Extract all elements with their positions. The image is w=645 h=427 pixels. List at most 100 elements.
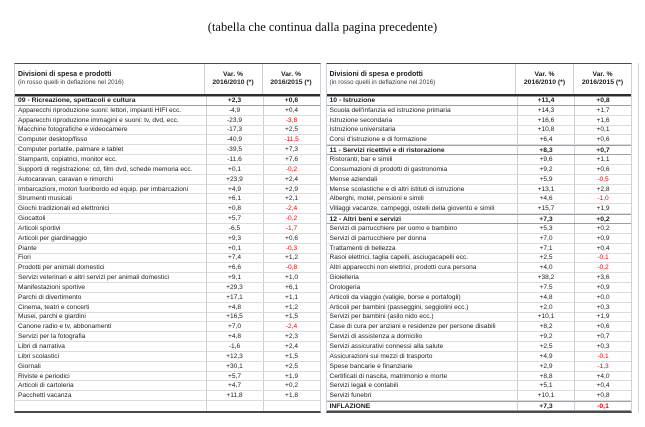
row-label: Articoli per giardinaggio (18, 234, 87, 242)
var-2016-2015: +1,9 (574, 204, 631, 214)
var-2016-2010: +7,0 (517, 233, 574, 243)
table-row: Piante +0,1 -0,3 (15, 243, 320, 254)
var-2016-2010: -4,9 (205, 105, 263, 115)
table-row: Articoli da viaggio (valigie, borse e po… (326, 292, 631, 303)
var-2016-2010: +8,3 (517, 146, 574, 155)
table-row: Libri di narrativa -1,6 +2,4 (15, 342, 320, 352)
page-edge-line (638, 63, 639, 413)
var-2016-2015: -0,1 (574, 253, 631, 263)
row-label: Altri apparecchi non elettrici, prodotti… (329, 264, 477, 272)
table-right: Divisioni di spesa e prodotti (in rosso … (325, 63, 632, 413)
var-2016-2010: +4,6 (517, 194, 574, 204)
table-left: Divisioni di spesa e prodotti (in rosso … (14, 63, 321, 413)
var-2016-2010: +14,3 (517, 105, 574, 115)
var-2016-2015: +1,5 (262, 351, 320, 361)
var-2016-2010: +7,1 (517, 243, 574, 253)
row-label: Servizi veterinari e altri servizi per a… (18, 274, 169, 282)
var-2016-2010: +4,9 (205, 184, 263, 194)
row-label (15, 401, 206, 411)
var-2016-2015: +0,8 (574, 391, 631, 401)
row-label: Musei, parchi e giardini (18, 313, 86, 321)
var-2016-2010: +9,2 (517, 164, 574, 174)
row-label: Servizi assicurativi connessi alla salut… (329, 343, 444, 351)
var-2016-2015: -0,3 (262, 243, 320, 253)
header-divisions-title: Divisioni di spesa e prodotti (18, 70, 112, 78)
var-2016-2010: +4,8 (205, 302, 263, 312)
var-2016-2010: +4,9 (517, 351, 574, 361)
var-2016-2010: +2,0 (517, 302, 574, 312)
var-2016-2010: +9,3 (205, 233, 263, 243)
var-2016-2015: +1,2 (262, 302, 320, 312)
table-row: Servizi per la fotografia +4,8 +2,3 (15, 332, 320, 343)
var-2016-2010: -23,9 (205, 115, 263, 125)
row-label: Articoli per bambini (passeggini, seggio… (329, 303, 469, 311)
var-2016-2010: +2,5 (517, 253, 574, 263)
row-label: Rasoi elettrici, taglia capelli, asciuga… (329, 254, 469, 262)
row-label: Servizi di parrucchiere per donna (329, 234, 427, 242)
var-2016-2015: +0,1 (574, 125, 631, 135)
var-2016-2015: +2,9 (262, 184, 320, 194)
var-2016-2010: -39,5 (205, 145, 263, 155)
var-2016-2010: +13,1 (517, 184, 574, 194)
var-2016-2010: +10,8 (517, 125, 574, 135)
row-label: Libri di narrativa (18, 343, 65, 351)
table-row: Servizi assicurativi connessi alla salut… (326, 342, 631, 352)
var-2016-2010: +2,9 (517, 361, 574, 371)
var-2016-2015: +0,4 (574, 381, 631, 391)
var-2016-2010: -40,9 (205, 135, 263, 145)
row-label: INFLAZIONE (329, 402, 371, 410)
table-row: Alberghi, motel, pensioni e simili +4,6 -1… (326, 194, 631, 205)
section-row: 11 - Servizi ricettivi e di ristorazione… (326, 145, 631, 156)
var-2016-2010: +29,3 (205, 283, 263, 292)
table-row: Pacchetti vacanza +11,8 +1,8 (15, 391, 320, 402)
var-2016-2015: +3,6 (574, 273, 631, 283)
var-2016-2010: +16,5 (205, 312, 263, 322)
var-2016-2015: +7,6 (262, 155, 320, 164)
var-2016-2015: +7,3 (262, 145, 320, 155)
var-2016-2015: -3,8 (262, 115, 320, 125)
var-2016-2010: -1,6 (205, 342, 263, 351)
var-2016-2010: +6,6 (205, 263, 263, 273)
table-row: Articoli sportivi -6,5 -1,7 (15, 223, 320, 234)
section-row: 12 - Altri beni e servizi +7,3 +0,2 (326, 214, 631, 224)
var-2016-2015: +0,6 (574, 135, 631, 145)
table-row: Supporti di registrazione: cd, film dvd,… (15, 164, 320, 175)
var-2016-2010: +7,0 (205, 322, 263, 332)
var-2016-2015: +0,7 (574, 146, 631, 155)
table-row: Macchine fotografiche e videocamere -17,3… (15, 125, 320, 136)
row-label: Scuola dell'infanzia ed istruzione prima… (329, 106, 451, 114)
table-row: Servizi per bambini (asilo nido ecc.) +10… (326, 312, 631, 323)
row-label: Istruzione universitaria (329, 126, 396, 134)
row-label: Servizi per la fotografia (18, 333, 86, 341)
var-2016-2010: +5,7 (205, 371, 263, 381)
table-row: Autocaravan, caravan e rimorchi +23,9 +2,4 (15, 174, 320, 185)
var-2016-2015: +1,6 (574, 115, 631, 125)
var-2016-2015: +2,1 (262, 194, 320, 204)
row-label: Stampanti, copiatrici, monitor ecc. (18, 155, 117, 163)
table-row: Articoli per bambini (passeggini, seggio… (326, 302, 631, 313)
var-2016-2015: +0,0 (574, 292, 631, 302)
table-row: Articoli di cartoleria +4,7 +0,2 (15, 381, 320, 392)
var-2016-2010: +10,1 (517, 312, 574, 322)
var-2016-2010: +11,8 (205, 391, 263, 401)
row-label: Corsi d'istruzione e di formazione (329, 136, 427, 144)
var-2016-2010: +4,8 (517, 292, 574, 302)
header-var-2016-2015: Var. % 2016/2015 (*) (573, 64, 631, 94)
table-row: Mense scolastiche e di altri istituti di… (326, 184, 631, 195)
var-2016-2015 (262, 401, 320, 411)
table-row: Imbarcazioni, motori fuoribordo ed equip… (15, 184, 320, 195)
header-divisions-subtitle: (in rosso quelli in deflazione nel 2016) (329, 79, 436, 87)
header-var-2016-2010: Var. % 2016/2010 (*) (515, 64, 573, 94)
var-2016-2015: +0,2 (574, 215, 631, 223)
row-label: Spese bancarie e finanziarie (329, 362, 413, 370)
section-row: 10 - Istruzione +11,4 +0,8 (326, 96, 631, 106)
section-row: 09 - Ricreazione, spettacoli e cultura +2… (15, 96, 320, 106)
var-2016-2010: +0,1 (205, 243, 263, 253)
table-row: Riviste e periodici +5,7 +1,9 (15, 371, 320, 382)
table-header: Divisioni di spesa e prodotti (in rosso … (326, 64, 631, 96)
var-2016-2015: -2,4 (262, 322, 320, 332)
table-row: Case di cura per anziani e residenze per… (326, 322, 631, 333)
header-divisions: Divisioni di spesa e prodotti (in rosso … (15, 64, 204, 94)
header-divisions: Divisioni di spesa e prodotti (in rosso … (327, 64, 516, 94)
var-2016-2015: +0,7 (574, 332, 631, 342)
